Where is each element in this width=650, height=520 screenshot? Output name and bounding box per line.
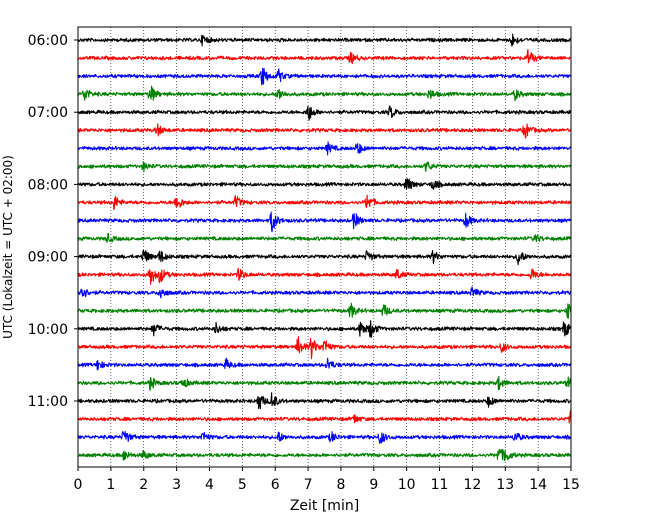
plot-frame xyxy=(77,26,572,468)
x-tick-label: 5 xyxy=(238,477,247,493)
seismo-trace-0645 xyxy=(77,85,572,102)
seismo-trace-0745 xyxy=(77,161,572,173)
seismo-trace-0900 xyxy=(77,249,572,266)
x-tick-label: 10 xyxy=(398,477,416,493)
x-tick-label: 11 xyxy=(431,477,449,493)
seismo-trace-1000 xyxy=(77,320,572,338)
x-tick-label: 6 xyxy=(271,477,280,493)
seismo-trace-0630 xyxy=(77,67,572,86)
y-tick-label: 10:00 xyxy=(28,322,68,338)
x-tick-label: 13 xyxy=(496,477,514,493)
seismo-trace-1015 xyxy=(77,336,572,360)
x-tick-label: 4 xyxy=(205,477,214,493)
seismo-trace-1115 xyxy=(77,409,572,424)
seismo-trace-0930 xyxy=(77,286,572,299)
x-tick-label: 15 xyxy=(562,477,580,493)
trace-group xyxy=(77,33,572,462)
y-axis: 06:00 07:00 08:00 09:00 10:00 11:00 xyxy=(28,33,78,410)
seismo-trace-1145 xyxy=(77,448,572,462)
seismo-trace-0915 xyxy=(77,268,572,285)
x-tick-label: 9 xyxy=(369,477,378,493)
seismo-trace-1130 xyxy=(77,431,572,444)
y-tick-label: 07:00 xyxy=(28,105,68,121)
x-tick-label: 3 xyxy=(172,477,181,493)
x-tick-label: 1 xyxy=(106,477,115,493)
vertical-grid xyxy=(110,27,539,467)
x-axis-label: Zeit [min] xyxy=(290,498,359,514)
x-tick-label: 8 xyxy=(336,477,345,493)
seismo-trace-0700 xyxy=(77,105,572,121)
seismo-trace-0945 xyxy=(77,302,572,319)
seismo-trace-0615 xyxy=(77,49,572,65)
seismo-trace-0815 xyxy=(77,194,572,210)
y-tick-label: 06:00 xyxy=(28,33,68,49)
seismo-trace-1045 xyxy=(77,375,572,391)
x-tick-label: 12 xyxy=(463,477,481,493)
x-tick-label: 0 xyxy=(74,477,83,493)
x-tick-label: 7 xyxy=(304,477,313,493)
seismo-trace-1100 xyxy=(77,392,572,410)
seismo-trace-0715 xyxy=(77,123,572,139)
y-tick-label: 08:00 xyxy=(28,177,68,193)
y-tick-label: 11:00 xyxy=(28,394,68,410)
seismo-trace-1030 xyxy=(77,357,572,371)
seismo-trace-0845 xyxy=(77,232,572,243)
y-tick-label: 09:00 xyxy=(28,250,68,266)
y-axis-label: UTC (Lokalzeit = UTC + 02:00) xyxy=(1,155,15,339)
seismo-trace-0600 xyxy=(77,33,572,47)
x-axis: 0 1 2 3 4 5 6 7 8 9 10 11 12 13 14 15 xyxy=(74,467,580,493)
seismo-trace-0800 xyxy=(77,178,572,191)
seismo-trace-0830 xyxy=(77,211,572,233)
x-tick-label: 14 xyxy=(529,477,547,493)
x-tick-label: 2 xyxy=(139,477,148,493)
seismo-trace-0730 xyxy=(77,141,572,156)
